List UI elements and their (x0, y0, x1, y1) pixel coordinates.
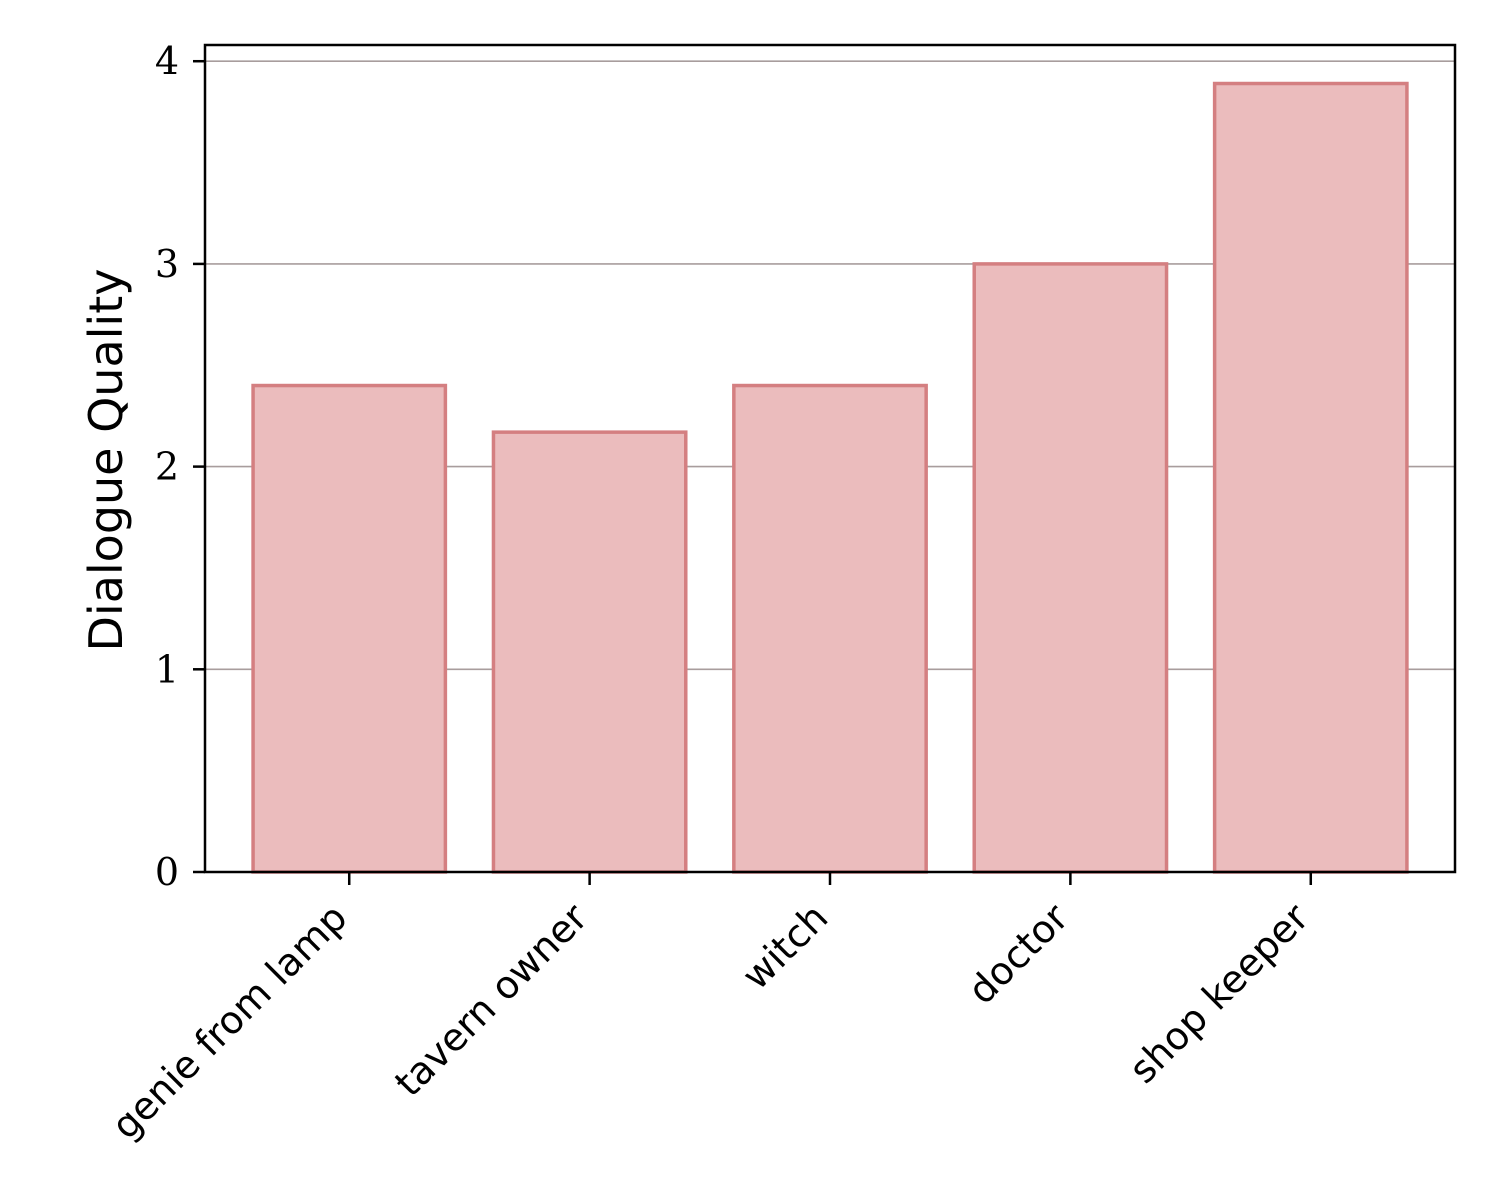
y-axis-label: Dialogue Quality (79, 269, 133, 652)
x-tick-label: genie from lamp (103, 895, 356, 1148)
x-tick-label: doctor (959, 895, 1077, 1013)
bar (251, 383, 448, 874)
bar (732, 383, 928, 874)
bar (972, 262, 1169, 874)
bar (491, 430, 688, 874)
y-tick-label: 1 (155, 647, 179, 691)
x-tick-label: tavern owner (386, 895, 596, 1105)
x-axis-ticks: genie from lamp tavern owner witch doctor sh… (103, 872, 1317, 1148)
x-tick-label: shop keeper (1121, 895, 1318, 1092)
x-tick-label: witch (733, 895, 836, 998)
y-tick-label: 0 (155, 850, 179, 894)
y-tick-label: 2 (155, 445, 179, 489)
y-tick-label: 3 (155, 242, 179, 286)
bars (251, 81, 1409, 874)
y-tick-label: 4 (155, 39, 179, 83)
y-axis-ticks: 0 1 2 3 4 (155, 39, 205, 894)
bar (1212, 81, 1409, 874)
